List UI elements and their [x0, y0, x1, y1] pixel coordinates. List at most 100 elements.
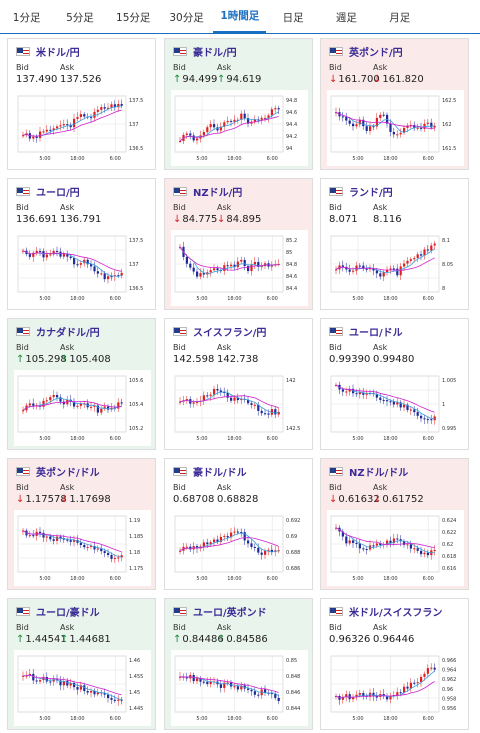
pair-name[interactable]: ユーロ/英ポンド — [193, 607, 267, 619]
currency-card[interactable]: 米ドル/円 Bid Ask 137.490 137.526 137.5 137 13… — [7, 38, 156, 170]
candle-body — [42, 131, 45, 133]
tab-timeframe[interactable]: 1時間足 — [213, 0, 267, 34]
tab-timeframe[interactable]: 週足 — [335, 11, 357, 24]
mini-candle-chart[interactable]: 162.5 162 161.5 5:00 18:00 6:00 — [327, 90, 464, 166]
mini-candle-chart[interactable]: 0.692 0.69 0.688 0.686 5:00 18:00 6:00 — [171, 510, 308, 586]
currency-card[interactable]: 豪ドル/円 Bid Ask ↑94.499 ↑94.619 94.8 94.6 94… — [164, 38, 313, 170]
mini-candle-chart[interactable]: 105.6 105.4 105.2 5:00 18:00 6:00 — [14, 370, 151, 446]
x-tick-label: 18:00 — [70, 576, 84, 582]
card-header: 英ポンド/ドル — [16, 465, 100, 479]
pair-name[interactable]: ユーロ/ドル — [349, 327, 403, 339]
tab-timeframe[interactable]: 日足 — [282, 11, 304, 24]
pair-name[interactable]: ユーロ/豪ドル — [36, 607, 100, 619]
y-tick-label: 0.995 — [442, 426, 456, 432]
timeframe-tabs: 1分足 5分足 15分足 30分足 1時間足 日足 週足 月足 — [0, 0, 480, 34]
mini-candle-chart[interactable]: 0.624 0.622 0.62 0.618 0.616 5:00 18:00 6:00 — [327, 510, 464, 586]
candle-body — [433, 667, 436, 670]
mini-candle-chart[interactable]: 1.19 1.185 1.18 1.175 5:00 18:00 6:00 — [14, 510, 151, 586]
currency-card[interactable]: 豪ドル/ドル Bid Ask 0.68708 0.68828 0.692 0.69… — [164, 458, 313, 590]
pair-name[interactable]: 米ドル/スイスフラン — [349, 607, 443, 619]
candle-body — [379, 543, 382, 546]
mini-candle-chart[interactable]: 137.5 137 136.5 5:00 18:00 6:00 — [14, 90, 151, 166]
y-tick-label: 105.6 — [129, 378, 143, 384]
candle-body — [236, 119, 239, 121]
candle-body — [69, 540, 72, 542]
mini-candle-chart[interactable]: 1.46 1.455 1.45 1.445 5:00 18:00 6:00 — [14, 650, 151, 726]
chart-svg: 137.5 137 136.5 5:00 18:00 6:00 — [17, 235, 143, 302]
candle-body — [409, 259, 412, 261]
ask-value: ↑105.408 — [60, 354, 111, 365]
mini-candle-chart[interactable]: 0.85 0.848 0.846 0.844 5:00 18:00 6:00 — [171, 650, 308, 726]
mini-candle-chart[interactable]: 1.005 1 0.995 5:00 18:00 6:00 — [327, 370, 464, 446]
candle-body — [236, 686, 239, 690]
candle-body — [100, 107, 103, 110]
plot-frame — [330, 235, 440, 293]
candle-body — [396, 692, 399, 696]
pair-name[interactable]: 英ポンド/ドル — [36, 467, 100, 479]
currency-card[interactable]: 英ポンド/ドル Bid Ask ↓1.17578 ↓1.17698 1.19 1.… — [7, 458, 156, 590]
ask-label: Ask — [60, 623, 75, 632]
pair-name[interactable]: 英ポンド/円 — [349, 47, 403, 59]
mini-candle-chart[interactable]: 142 142.5 5:00 18:00 6:00 — [171, 370, 308, 446]
ma-long-line — [179, 116, 279, 142]
pair-name[interactable]: NZドル/ドル — [349, 467, 409, 479]
y-tick-label: 94.2 — [286, 134, 297, 140]
candle-body — [403, 686, 406, 693]
currency-card[interactable]: スイスフラン/円 Bid Ask 142.598 142.738 142 142.… — [164, 318, 313, 450]
pair-name[interactable]: カナダドル/円 — [36, 327, 100, 339]
pair-name[interactable]: ランド/円 — [349, 187, 393, 199]
currency-card[interactable]: ユーロ/英ポンド Bid Ask ↑0.84486 ↑0.84586 0.85 0… — [164, 598, 313, 730]
y-tick-label: 84.8 — [286, 262, 297, 268]
tab-timeframe[interactable]: 30分足 — [169, 11, 204, 24]
currency-card[interactable]: ユーロ/円 Bid Ask 136.691 136.791 137.5 137 13… — [7, 178, 156, 310]
mini-candle-chart[interactable]: 94.8 94.6 94.4 94.2 94 5:00 18:00 6:00 — [171, 90, 308, 166]
down-arrow-icon: ↓ — [16, 494, 25, 505]
x-tick-label: 5:00 — [196, 716, 207, 722]
x-tick-label: 5:00 — [196, 156, 207, 162]
candle-body — [379, 273, 382, 277]
y-tick-label: 105.2 — [129, 426, 143, 432]
mini-candle-chart[interactable]: 0.966 0.964 0.962 0.96 0.958 0.956 5:00 18:00 6:… — [327, 650, 464, 726]
candle-body — [117, 699, 120, 701]
currency-card[interactable]: ランド/円 Bid Ask 8.071 8.116 8.1 8.05 8 5:00 18… — [320, 178, 469, 310]
currency-card[interactable]: NZドル/ドル Bid Ask ↓0.61632 ↓0.61752 0.624 0… — [320, 458, 469, 590]
ask-label: Ask — [60, 483, 75, 492]
pair-name[interactable]: NZドル/円 — [193, 187, 243, 199]
candle-body — [28, 535, 31, 537]
y-tick-label: 1.005 — [442, 378, 456, 384]
candle-body — [196, 678, 199, 682]
tab-timeframe[interactable]: 月足 — [389, 11, 411, 24]
candle-body — [49, 254, 52, 256]
candle-body — [93, 111, 96, 118]
candle-body — [202, 395, 205, 401]
candle-body — [362, 548, 365, 550]
y-tick-label: 1.455 — [129, 674, 143, 680]
y-tick-label: 137 — [129, 262, 139, 268]
y-tick-label: 1.18 — [129, 550, 140, 556]
mini-candle-chart[interactable]: 8.1 8.05 8 5:00 18:00 6:00 — [327, 230, 464, 306]
tab-timeframe[interactable]: 1分足 — [12, 11, 41, 24]
candle-body — [341, 116, 344, 118]
tab-timeframe[interactable]: 5分足 — [66, 11, 94, 24]
pair-name[interactable]: 豪ドル/円 — [193, 47, 237, 59]
plot-frame — [17, 95, 127, 153]
up-arrow-icon: ↑ — [60, 354, 69, 365]
tab-timeframe[interactable]: 15分足 — [116, 11, 151, 24]
mini-candle-chart[interactable]: 137.5 137 136.5 5:00 18:00 6:00 — [14, 230, 151, 306]
pair-name[interactable]: スイスフラン/円 — [193, 327, 267, 339]
candle-body — [45, 676, 48, 682]
y-tick-label: 0.958 — [442, 696, 456, 702]
currency-card[interactable]: ユーロ/豪ドル Bid Ask ↑1.44541 ↑1.44681 1.46 1.… — [7, 598, 156, 730]
pair-name[interactable]: ユーロ/円 — [36, 187, 80, 199]
x-tick-label: 5:00 — [352, 716, 363, 722]
currency-card[interactable]: 英ポンド/円 Bid Ask ↓161.700 ↓161.820 162.5 16… — [320, 38, 469, 170]
currency-card[interactable]: 米ドル/スイスフラン Bid Ask 0.96326 0.96446 0.966… — [320, 598, 469, 730]
pair-name[interactable]: 豪ドル/ドル — [193, 467, 247, 479]
x-tick-label: 6:00 — [423, 576, 434, 582]
mini-candle-chart[interactable]: 85.2 85 84.8 84.6 84.4 5:00 18:00 6:00 — [171, 230, 308, 306]
currency-card[interactable]: NZドル/円 Bid Ask ↓84.775 ↓84.895 85.2 85 84.… — [164, 178, 313, 310]
currency-card[interactable]: ユーロ/ドル Bid Ask 0.99390 0.99480 1.005 1 0.9… — [320, 318, 469, 450]
candle-body — [192, 267, 195, 272]
pair-name[interactable]: 米ドル/円 — [36, 47, 80, 59]
currency-card[interactable]: カナダドル/円 Bid Ask ↑105.298 ↑105.408 105.6 1… — [7, 318, 156, 450]
